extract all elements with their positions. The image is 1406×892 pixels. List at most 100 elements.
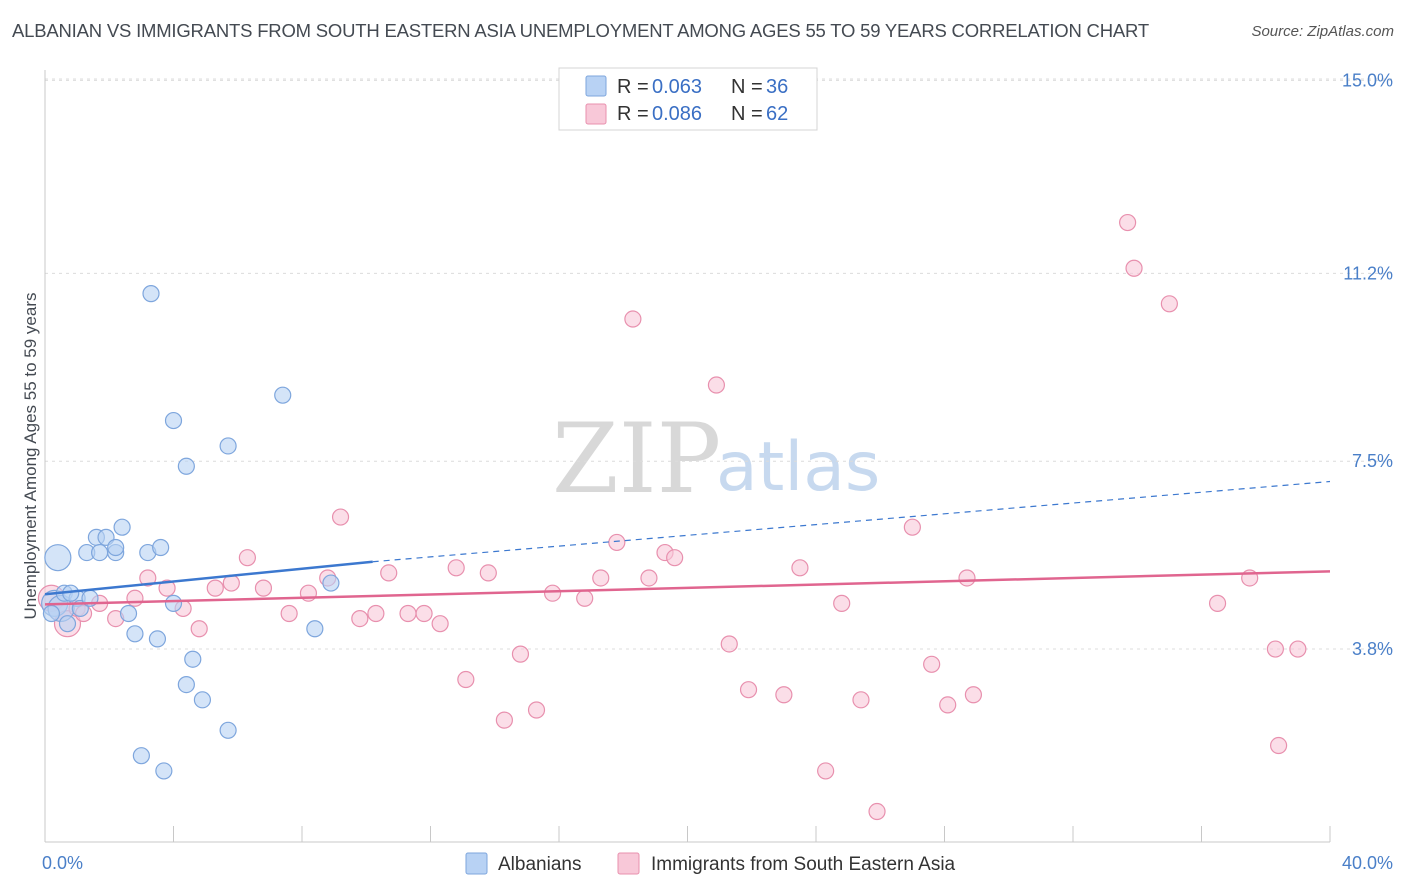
sea-point (903, 518, 921, 536)
sea-point (457, 670, 475, 689)
sea-point (1289, 640, 1307, 658)
sea-point (331, 508, 350, 526)
sea-point (852, 691, 870, 709)
sea-point (958, 569, 976, 587)
trend-lines (44, 480, 1331, 606)
correlation-legend: R = 0.063 N = 36 R = 0.086 N = 62 (558, 67, 818, 131)
albanian-point (148, 630, 167, 648)
albanian-point (219, 437, 237, 455)
sea-trend-line (44, 570, 1331, 606)
sea-point (206, 579, 224, 597)
albanian-point (42, 604, 61, 623)
sea-point (190, 620, 208, 638)
sea-point (139, 569, 157, 587)
sea-point (527, 701, 546, 719)
legend-r-value-albanians: 0.063 (652, 76, 702, 98)
sea-point (791, 559, 809, 577)
sea-point (479, 564, 497, 582)
sea-point (351, 609, 369, 628)
sea-point (238, 549, 256, 567)
sea-point (399, 604, 417, 623)
sea-point (1266, 640, 1284, 658)
sea-point (1160, 295, 1178, 313)
albanian-point (107, 538, 125, 557)
y-tick-labels: 3.8% 7.5% 11.2% 15.0% (1342, 70, 1393, 659)
albanian-point (119, 604, 138, 623)
bottom-legend-swatch-albanians (465, 852, 488, 875)
sea-point (280, 604, 298, 623)
sea-point (833, 594, 851, 612)
albanian-point (306, 620, 324, 638)
sea-point (739, 681, 758, 699)
x-tick-label-max: 40.0% (1342, 853, 1393, 873)
sea-point (720, 635, 738, 653)
sea-point (254, 579, 273, 597)
albanian-point (193, 691, 212, 709)
albanian-point (142, 285, 160, 303)
legend-r-label-albanians: R = (617, 76, 649, 98)
legend-swatch-sea (585, 103, 607, 125)
sea-point (624, 310, 642, 328)
sea-point (608, 533, 626, 552)
sea-point (707, 376, 726, 394)
albanian-point (152, 538, 170, 557)
albanian-trend-line (44, 560, 373, 596)
albanian-point (219, 721, 237, 739)
albanian-point (126, 625, 144, 643)
legend-n-value-sea: 62 (766, 103, 788, 125)
sea-point (775, 686, 793, 704)
albanian-point (155, 762, 173, 780)
sea-point (415, 604, 433, 623)
x-tick-label-min: 0.0% (42, 853, 83, 873)
sea-point (158, 579, 176, 597)
sea-point (1208, 594, 1227, 612)
x-ticks (44, 826, 1331, 842)
albanian-point (164, 411, 183, 430)
sea-point (964, 686, 983, 704)
sea-point (431, 615, 449, 633)
bottom-legend-swatch-sea (617, 852, 640, 875)
source-credit: Source: ZipAtlas.com (1251, 23, 1394, 40)
sea-point (1269, 736, 1288, 755)
albanian-point (184, 650, 202, 668)
sea-point (923, 655, 941, 673)
sea-point (126, 589, 144, 607)
sea-point (543, 584, 562, 602)
albanian-point (322, 574, 340, 592)
sea-point (495, 711, 513, 729)
albanian-point (132, 747, 150, 765)
y-tick-label: 11.2% (1343, 263, 1393, 283)
watermark-zip: ZIP (552, 403, 721, 515)
sea-point (868, 802, 886, 821)
sea-point (939, 696, 957, 714)
albanian-point (113, 518, 131, 536)
y-tick-label: 7.5% (1352, 451, 1393, 471)
legend-r-label-sea: R = (617, 103, 649, 125)
albanian-point (164, 594, 183, 612)
series-legend: Albanians Immigrants from South Eastern … (465, 852, 956, 875)
sea-point (1125, 259, 1143, 277)
y-tick-label: 15.0% (1342, 70, 1393, 90)
sea-point (666, 549, 684, 567)
watermark-atlas: atlas (716, 428, 880, 507)
y-tick-label: 3.8% (1352, 639, 1393, 659)
albanian-point (177, 457, 195, 475)
bottom-legend-sea: Immigrants from South Eastern Asia (651, 854, 956, 875)
legend-r-value-sea: 0.086 (652, 103, 702, 125)
sea-point (576, 589, 594, 607)
sea-point (380, 564, 398, 582)
legend-n-value-albanians: 36 (766, 76, 788, 98)
sea-point (1119, 213, 1137, 232)
albanian-point (44, 544, 72, 572)
y-axis-label: Unemployment Among Ages 55 to 59 years (21, 293, 40, 620)
bottom-legend-albanians: Albanians (498, 854, 581, 875)
sea-point (640, 569, 658, 587)
sea-point (367, 604, 385, 623)
sea-point (817, 762, 835, 780)
albanian-point (274, 386, 292, 404)
chart-title: ALBANIAN VS IMMIGRANTS FROM SOUTH EASTER… (12, 20, 1149, 41)
sea-point (447, 559, 465, 577)
albanian-point (58, 615, 77, 633)
sea-point (511, 645, 530, 663)
